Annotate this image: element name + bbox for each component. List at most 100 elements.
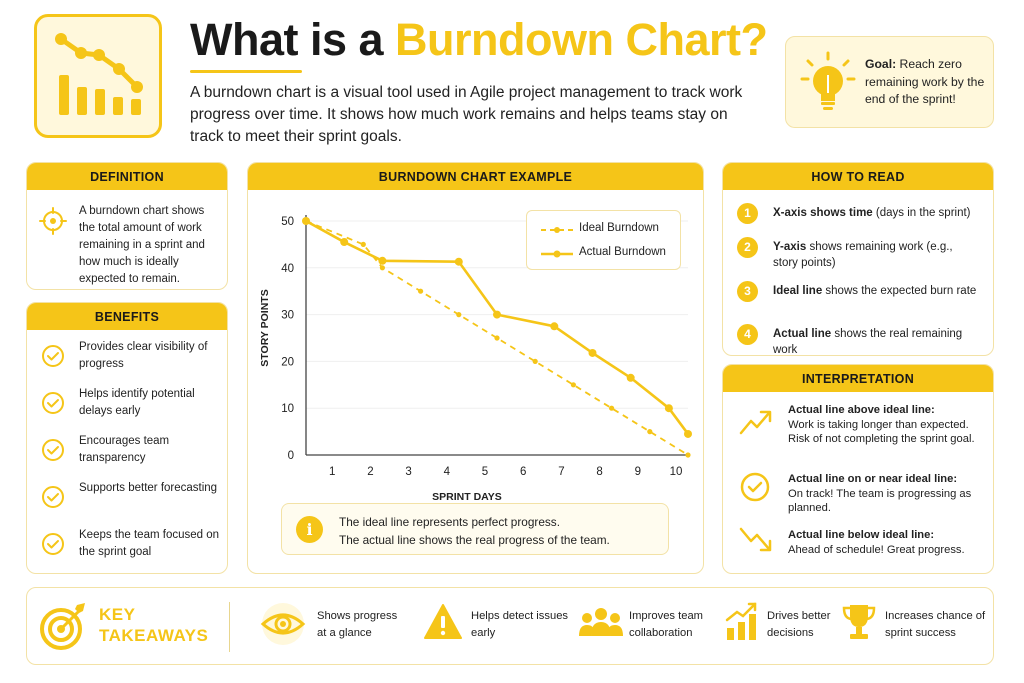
benefits-card: BENEFITS Provides clear visibility of pr…	[26, 302, 228, 574]
benefit-text: Encourages team transparency	[79, 435, 170, 464]
benefit-item: Provides clear visibility of progress	[27, 339, 227, 379]
ideal-point	[379, 265, 385, 271]
ideal-point	[360, 241, 366, 247]
takeaway-line-1: Improves team	[629, 610, 703, 622]
how-to-read-rest: (days in the sprint)	[872, 207, 971, 219]
chart-card: BURNDOWN CHART EXAMPLE 0 10 20 30 40 50 1 2 3 4 5 6…	[247, 162, 704, 574]
eye-icon	[257, 602, 309, 651]
ideal-point	[609, 405, 615, 411]
chart-note-line-1: The ideal line represents perfect progre…	[339, 515, 560, 529]
how-to-read-item: X-axis shows time (days in the sprint)	[773, 205, 978, 221]
takeaway-text: Helps detect issues early	[471, 608, 568, 642]
benefit-text: Supports better forecasting	[79, 482, 218, 494]
kt-title-line-2: TAKEAWAYS	[99, 626, 209, 645]
how-to-read-rest: shows the real remaining work	[773, 328, 963, 356]
ideal-line	[305, 220, 689, 456]
y-tick-label: 50	[281, 216, 294, 228]
interpretation-card: INTERPRETATION Actual line above ideal l…	[722, 364, 994, 574]
takeaway-line-1: Helps detect issues	[471, 610, 569, 622]
title-underline	[190, 70, 302, 73]
takeaway-line-2: sprint success	[885, 627, 956, 639]
takeaway-line-1: Increases chance of	[885, 610, 986, 622]
interpretation-item: Actual line below ideal line: Ahead of sc…	[788, 528, 988, 557]
x-tick-label: 6	[520, 466, 526, 478]
x-tick-label: 8	[596, 466, 602, 478]
chart-legend: Ideal Burndown Actual Burndown	[526, 210, 681, 270]
goal-description: Reach zero remaining work by the end of …	[865, 57, 985, 106]
solid-line-icon	[541, 250, 573, 258]
definition-card: DEFINITION A burndown chart shows the to…	[26, 162, 228, 290]
x-tick-label: 3	[405, 466, 411, 478]
definition-text: A burndown chart shows the total amount …	[79, 205, 205, 285]
takeaway-line-2: decisions	[767, 627, 814, 639]
how-to-read-item: Actual line shows the real remaining wor…	[773, 326, 978, 356]
interpretation-heading: INTERPRETATION	[723, 365, 993, 392]
page-title-prefix: What is a	[190, 14, 396, 65]
x-tick-label: 2	[367, 466, 373, 478]
takeaway-line-1: Shows progress	[317, 610, 398, 622]
x-tick-label: 9	[635, 466, 641, 478]
takeaway-item: Drives better decisions	[725, 588, 835, 666]
interpretation-desc: On track! The team is progressing as pla…	[788, 487, 972, 515]
takeaways-divider	[229, 602, 230, 652]
step-number-badge: 1	[737, 203, 758, 224]
step-number-badge: 2	[737, 237, 758, 258]
key-takeaways-title: KEY TAKEAWAYS	[99, 604, 208, 646]
target-icon	[39, 207, 67, 240]
interpretation-item: Actual line above ideal line: Work is tak…	[788, 403, 988, 447]
ideal-point	[494, 335, 500, 341]
y-axis-label: STORY POINTS	[259, 289, 271, 366]
step-number-badge: 4	[737, 324, 758, 345]
trophy-icon	[841, 602, 877, 647]
x-tick-label: 7	[558, 466, 564, 478]
chart-note-line-2: The actual line shows the real progress …	[339, 533, 610, 547]
benefit-item: Encourages team transparency	[27, 433, 227, 473]
trend-down-icon	[739, 525, 773, 560]
warning-icon	[423, 603, 463, 646]
check-circle-icon	[41, 438, 65, 467]
benefits-heading: BENEFITS	[27, 303, 227, 330]
how-to-read-bold: Actual line	[773, 328, 832, 340]
goal-label: Goal:	[865, 57, 897, 71]
lightbulb-icon	[800, 51, 856, 120]
interpretation-desc: Ahead of schedule! Great progress.	[788, 543, 965, 556]
burndown-chart: 0 10 20 30 40 50 1 2 3 4 5 6 7 8 9 10 SPRINT DAYS STORY P…	[259, 215, 692, 503]
how-to-read-rest: shows remaining work (e.g., story points…	[773, 241, 953, 269]
chart-note-text: The ideal line represents perfect progre…	[339, 513, 610, 549]
takeaway-text: Increases chance of sprint success	[885, 608, 985, 642]
y-tick-label: 20	[281, 356, 294, 368]
x-tick-label: 10	[670, 466, 683, 478]
goal-text: Goal: Reach zero remaining work by the e…	[865, 56, 990, 109]
x-tick-label: 5	[482, 466, 488, 478]
check-circle-icon	[41, 532, 65, 561]
y-tick-label: 30	[281, 310, 294, 322]
y-tick-label: 40	[281, 263, 294, 275]
actual-line	[305, 219, 690, 435]
actual-point	[302, 217, 310, 225]
how-to-read-heading: HOW TO READ	[723, 163, 993, 190]
x-tick-label: 1	[329, 466, 335, 478]
ideal-point	[532, 358, 538, 364]
legend-label-actual: Actual Burndown	[579, 246, 666, 258]
takeaway-text: Drives better decisions	[767, 608, 830, 642]
check-circle-icon	[739, 471, 771, 508]
actual-point	[626, 373, 635, 382]
actual-point	[684, 429, 692, 438]
interpretation-item: Actual line on or near ideal line: On tra…	[788, 472, 988, 516]
actual-point	[378, 256, 387, 265]
benefit-item: Keeps the team focused on the sprint goa…	[27, 527, 227, 567]
benefit-item: Helps identify potential delays early	[27, 386, 227, 426]
chart-heading: BURNDOWN CHART EXAMPLE	[248, 163, 703, 190]
interpretation-desc: Work is taking longer than expected. Ris…	[788, 418, 975, 446]
dashed-line-icon	[541, 227, 573, 233]
logo-icon	[34, 14, 162, 138]
x-tick-label: 4	[444, 466, 451, 478]
y-tick-label: 10	[281, 403, 294, 415]
step-number-badge: 3	[737, 281, 758, 302]
trend-up-icon	[739, 407, 773, 442]
how-to-read-rest: shows the expected burn rate	[822, 285, 977, 297]
team-icon	[579, 606, 623, 645]
takeaway-text: Shows progress at a glance	[317, 608, 397, 642]
intro-text: A burndown chart is a visual tool used i…	[190, 84, 743, 145]
y-tick-label: 0	[288, 450, 294, 462]
